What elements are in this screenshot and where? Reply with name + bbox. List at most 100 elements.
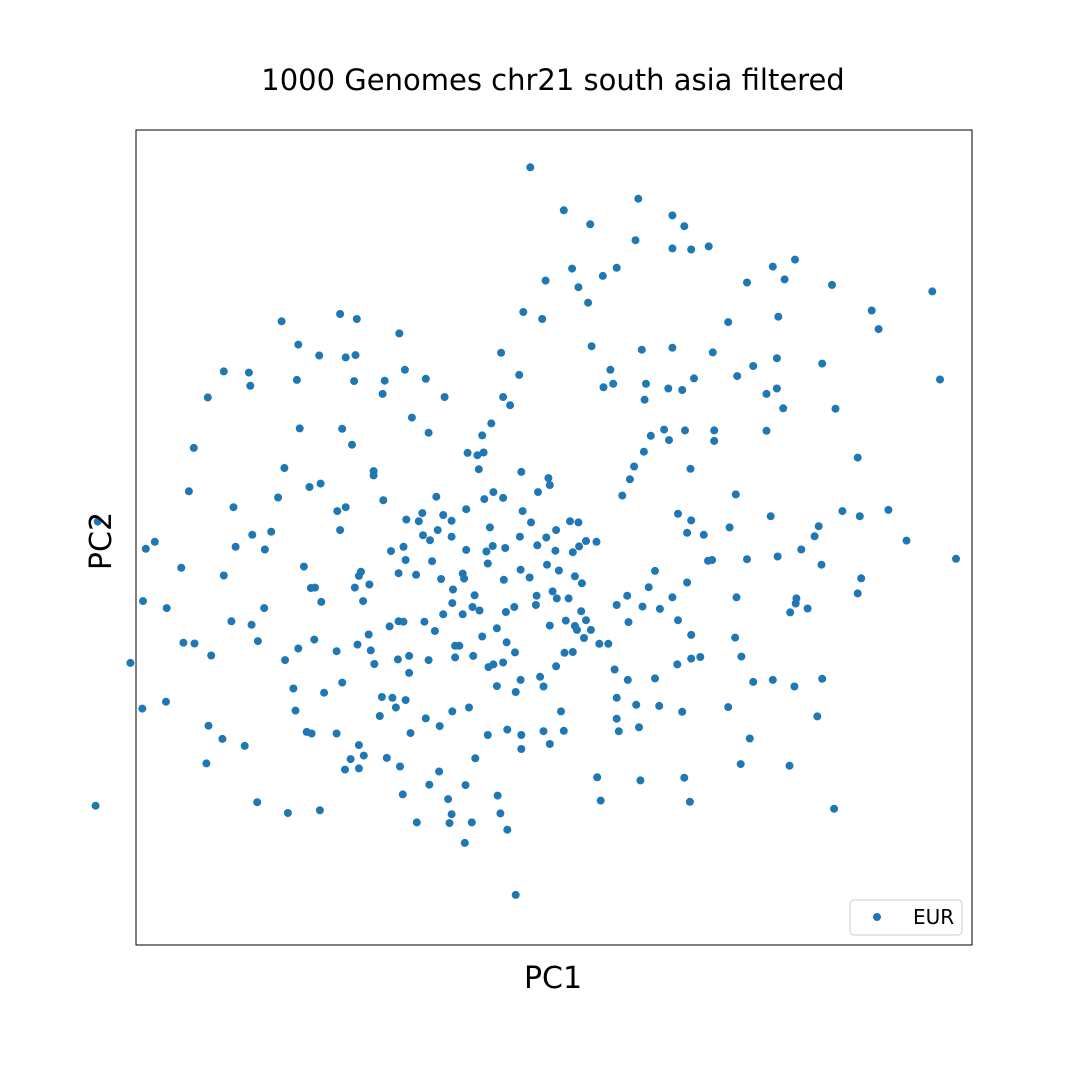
scatter-point bbox=[630, 462, 639, 471]
scatter-point bbox=[348, 440, 356, 449]
scatter-point bbox=[351, 351, 360, 360]
scatter-point bbox=[489, 488, 498, 497]
scatter-point bbox=[817, 560, 826, 569]
scatter-point bbox=[162, 697, 170, 706]
scatter-point bbox=[612, 714, 621, 723]
scatter-point bbox=[315, 351, 324, 360]
scatter-point bbox=[592, 537, 601, 546]
scatter-point bbox=[642, 379, 650, 388]
scatter-point bbox=[207, 651, 216, 660]
scatter-point bbox=[244, 368, 253, 377]
scatter-point bbox=[655, 701, 664, 710]
scatter-point bbox=[354, 764, 363, 773]
scatter-point bbox=[813, 712, 822, 721]
scatter-point bbox=[406, 729, 415, 738]
scatter-point bbox=[421, 374, 430, 383]
scatter-point bbox=[292, 375, 301, 384]
scatter-point bbox=[310, 635, 319, 644]
scatter-point bbox=[803, 604, 812, 613]
scatter-point bbox=[462, 505, 471, 514]
scatter-point bbox=[604, 639, 613, 648]
scatter-point bbox=[444, 795, 453, 804]
scatter-point bbox=[439, 610, 448, 619]
scatter-point bbox=[743, 278, 751, 287]
scatter-point bbox=[445, 819, 454, 828]
scatter-point bbox=[515, 370, 524, 379]
scatter-point bbox=[338, 678, 347, 687]
scatter-point bbox=[582, 616, 590, 625]
scatter-point bbox=[609, 379, 618, 388]
scatter-point bbox=[295, 424, 304, 433]
scatter-point bbox=[612, 601, 621, 609]
scatter-point bbox=[499, 575, 508, 584]
scatter-point bbox=[294, 340, 303, 349]
scatter-point bbox=[365, 580, 374, 589]
scatter-point bbox=[426, 536, 434, 545]
scatter-point bbox=[267, 527, 276, 536]
scatter-point bbox=[687, 516, 696, 525]
scatter-point bbox=[673, 660, 682, 669]
scatter-point bbox=[369, 471, 378, 480]
scatter-point bbox=[294, 644, 303, 653]
scatter-point bbox=[496, 809, 505, 818]
scatter-point bbox=[306, 584, 315, 592]
scatter-point bbox=[289, 684, 298, 693]
scatter-point bbox=[139, 597, 147, 606]
scatter-point bbox=[636, 776, 645, 785]
scatter-point bbox=[660, 425, 669, 434]
scatter-point bbox=[867, 306, 876, 315]
scatter-point bbox=[424, 656, 433, 665]
scatter-point bbox=[668, 211, 677, 220]
scatter-point bbox=[338, 424, 347, 433]
scatter-point bbox=[488, 542, 497, 550]
scatter-point bbox=[526, 163, 535, 172]
scatter-point bbox=[497, 348, 506, 357]
scatter-point bbox=[724, 703, 733, 712]
scatter-point bbox=[421, 714, 430, 723]
scatter-point bbox=[539, 682, 548, 691]
scatter-point bbox=[341, 765, 349, 774]
scatter-point bbox=[830, 804, 839, 813]
scatter-point bbox=[439, 511, 448, 519]
scatter-point bbox=[458, 610, 467, 619]
scatter-point bbox=[651, 674, 659, 683]
scatter-point bbox=[538, 315, 547, 323]
scatter-point bbox=[564, 594, 573, 603]
scatter-point bbox=[399, 617, 408, 626]
legend-box bbox=[849, 899, 963, 936]
scatter-point bbox=[516, 675, 525, 684]
scatter-point bbox=[451, 653, 460, 662]
scatter-point bbox=[574, 518, 583, 527]
scatter-point bbox=[359, 597, 368, 606]
scatter-point bbox=[506, 401, 515, 410]
scatter-point bbox=[632, 700, 641, 709]
scatter-point bbox=[260, 545, 269, 554]
scatter-point bbox=[482, 547, 491, 556]
scatter-point bbox=[680, 222, 689, 231]
scatter-point bbox=[302, 727, 311, 736]
scatter-point bbox=[435, 722, 444, 731]
scatter-point bbox=[511, 688, 520, 696]
scatter-point bbox=[435, 767, 444, 776]
scatter-point bbox=[280, 464, 289, 472]
scatter-point bbox=[354, 741, 363, 750]
scatter-point bbox=[732, 593, 741, 602]
scatter-point bbox=[346, 755, 355, 764]
scatter-point bbox=[519, 308, 528, 316]
scatter-point bbox=[625, 475, 634, 484]
scatter-point bbox=[248, 530, 257, 539]
scatter-point bbox=[774, 312, 783, 321]
scatter-point bbox=[545, 481, 554, 490]
scatter-point bbox=[478, 431, 487, 440]
scatter-point bbox=[857, 574, 866, 583]
scatter-point bbox=[557, 707, 565, 716]
scatter-point bbox=[138, 704, 147, 713]
scatter-point bbox=[606, 365, 615, 374]
scatter-point bbox=[177, 563, 186, 572]
scatter-point bbox=[665, 436, 673, 445]
scatter-point bbox=[357, 567, 365, 576]
scatter-point bbox=[853, 453, 862, 462]
scatter-point bbox=[587, 342, 596, 351]
scatter-point bbox=[283, 809, 292, 817]
